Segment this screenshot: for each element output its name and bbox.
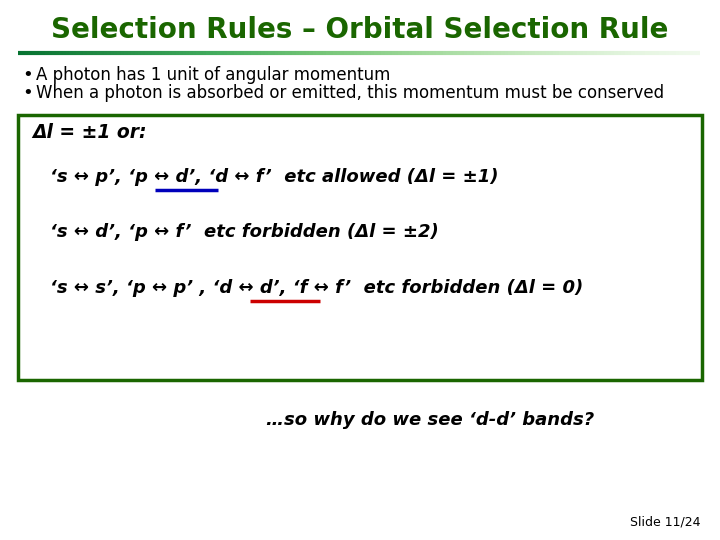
Text: ‘s ↔ d’, ‘p ↔ f’  etc forbidden (Δl = ±2): ‘s ↔ d’, ‘p ↔ f’ etc forbidden (Δl = ±2) [50,223,438,241]
Text: ‘s ↔ p’, ‘p ↔ d’, ‘d ↔ f’  etc allowed (Δl = ±1): ‘s ↔ p’, ‘p ↔ d’, ‘d ↔ f’ etc allowed (Δ… [50,168,498,186]
Text: …so why do we see ‘d-d’ bands?: …so why do we see ‘d-d’ bands? [266,411,594,429]
Text: •: • [22,66,32,84]
Text: •: • [22,84,32,102]
Text: Selection Rules – Orbital Selection Rule: Selection Rules – Orbital Selection Rule [51,16,669,44]
Text: Slide 11/24: Slide 11/24 [629,516,700,529]
FancyBboxPatch shape [18,115,702,380]
Text: When a photon is absorbed or emitted, this momentum must be conserved: When a photon is absorbed or emitted, th… [36,84,664,102]
Text: Δl = ±1 or:: Δl = ±1 or: [32,123,146,141]
Text: A photon has 1 unit of angular momentum: A photon has 1 unit of angular momentum [36,66,390,84]
Text: ‘s ↔ s’, ‘p ↔ p’ , ‘d ↔ d’, ‘f ↔ f’  etc forbidden (Δl = 0): ‘s ↔ s’, ‘p ↔ p’ , ‘d ↔ d’, ‘f ↔ f’ etc … [50,279,583,297]
